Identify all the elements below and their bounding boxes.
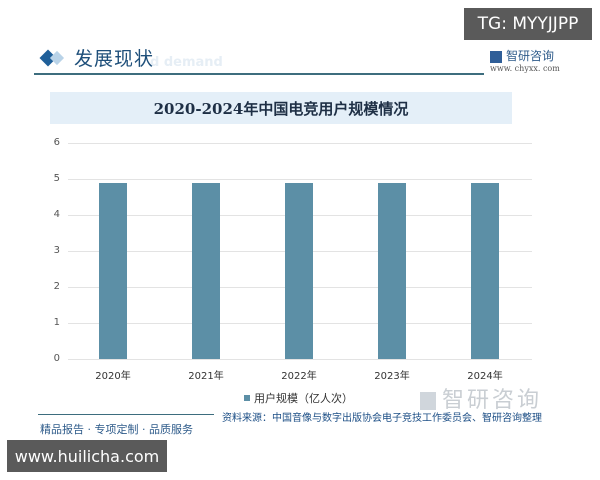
chart-title-bar: 2020-2024年中国电竞用户规模情况: [50, 92, 512, 124]
gridline-0: [68, 359, 532, 360]
x-tick: 2023年: [374, 371, 410, 382]
chart-legend: 用户规模（亿人次）: [244, 390, 353, 406]
url-badge: www.huilicha.com: [7, 440, 167, 472]
watermark-logo-icon: [420, 392, 436, 410]
brand-name: 智研咨询: [506, 49, 555, 63]
bar-2021: [192, 182, 220, 359]
bar-chart-plot: 6 5 4 3 2 1 0 2020年 2021年 2022年 2023年 20…: [54, 137, 532, 382]
x-tick: 2020年: [95, 371, 131, 382]
brand-logo: 智研咨询: [490, 47, 554, 64]
ghost-watermark-text: d demand: [150, 55, 223, 70]
watermark-logo: 智研咨询: [420, 382, 542, 414]
gridline-6: [68, 143, 532, 144]
y-tick: 6: [53, 137, 60, 148]
x-tick: 2022年: [281, 371, 317, 382]
bar-2023: [378, 182, 406, 359]
y-tick: 2: [53, 281, 60, 292]
bar-2020: [99, 182, 127, 359]
section-header: 发展现状: [38, 44, 154, 71]
footer-divider: [38, 414, 214, 415]
y-tick: 3: [53, 245, 60, 256]
gridline-5: [68, 179, 532, 180]
y-tick: 1: [53, 317, 60, 328]
bar-2024: [471, 182, 499, 359]
brand-logo-icon: [490, 50, 502, 63]
source-note: 资料来源：中国音像与数字出版协会电子竞技工作委员会、智研咨询整理: [222, 413, 542, 424]
header-divider: [34, 73, 484, 75]
y-tick: 0: [53, 353, 60, 364]
tg-badge: TG: MYYJJPP: [464, 8, 592, 40]
legend-label: 用户规模（亿人次）: [254, 392, 353, 405]
brand-url: www. chyxx. com: [490, 64, 560, 73]
footer-slogan: 精品报告 · 专项定制 · 品质服务: [40, 423, 193, 436]
watermark-text: 智研咨询: [442, 388, 543, 413]
section-title: 发展现状: [74, 48, 155, 70]
x-tick: 2024年: [467, 371, 503, 382]
y-tick: 5: [53, 173, 60, 184]
x-tick: 2021年: [188, 371, 224, 382]
legend-swatch-icon: [244, 395, 250, 401]
y-tick: 4: [53, 209, 60, 220]
bar-2022: [285, 182, 313, 359]
chart-title: 2020-2024年中国电竞用户规模情况: [153, 99, 409, 118]
